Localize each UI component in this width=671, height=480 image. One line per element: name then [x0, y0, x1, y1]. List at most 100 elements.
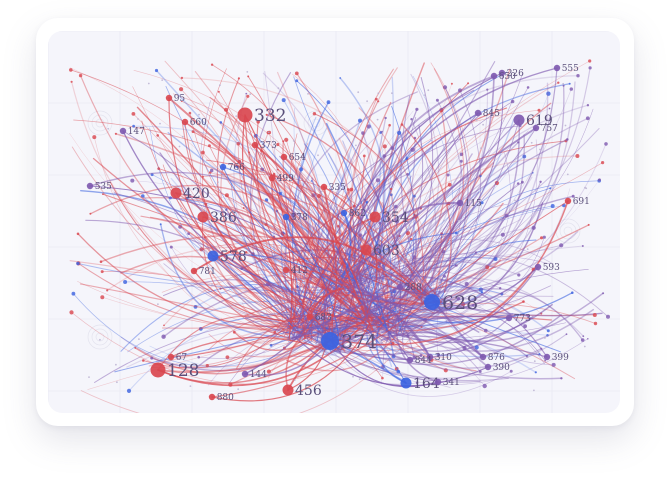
node-dot[interactable] — [543, 353, 551, 361]
node-660[interactable]: 660 — [181, 118, 207, 128]
node-390[interactable]: 390 — [484, 363, 510, 373]
node-603[interactable]: 603 — [360, 243, 400, 259]
node-dot[interactable] — [208, 393, 216, 401]
node-dot[interactable] — [197, 211, 209, 223]
node-67[interactable]: 67 — [167, 353, 188, 363]
node-dot[interactable] — [456, 199, 464, 207]
node-dot[interactable] — [479, 353, 487, 361]
node-dot[interactable] — [219, 163, 227, 171]
node-650[interactable]: 650 — [490, 72, 516, 82]
hub-dot[interactable] — [321, 332, 339, 350]
node-label: 654 — [289, 153, 306, 163]
node-310[interactable]: 310 — [426, 353, 452, 363]
node-164[interactable]: 164 — [400, 376, 440, 392]
node-578[interactable]: 578 — [207, 249, 247, 265]
node-773[interactable]: 773 — [505, 314, 531, 324]
node-label: 386 — [210, 210, 237, 226]
node-535[interactable]: 535 — [86, 182, 112, 192]
node-dot[interactable] — [282, 266, 290, 274]
node-757[interactable]: 757 — [532, 124, 558, 134]
node-781[interactable]: 781 — [190, 267, 216, 277]
node-144[interactable]: 144 — [241, 370, 267, 380]
node-dot[interactable] — [498, 69, 506, 77]
node-dot[interactable] — [534, 263, 542, 271]
node-dot[interactable] — [474, 109, 482, 117]
node-dot[interactable] — [251, 141, 259, 149]
node-399[interactable]: 399 — [543, 353, 569, 363]
node-dot[interactable] — [484, 363, 492, 371]
node-dot[interactable] — [320, 183, 328, 191]
node-876[interactable]: 876 — [479, 353, 505, 363]
node-dot[interactable] — [280, 153, 288, 161]
node-dot[interactable] — [170, 187, 182, 199]
node-label: 373 — [260, 141, 277, 151]
node-412[interactable]: 412 — [282, 266, 308, 276]
edges — [69, 59, 610, 413]
node-dot[interactable] — [400, 377, 412, 389]
hub-dot[interactable] — [424, 294, 440, 310]
node-label: 781 — [199, 267, 216, 277]
node-115[interactable]: 115 — [456, 199, 482, 209]
node-dot[interactable] — [241, 370, 249, 378]
node-880[interactable]: 880 — [208, 393, 234, 403]
node-373[interactable]: 373 — [251, 141, 277, 151]
node-dot[interactable] — [150, 362, 166, 378]
node-dot[interactable] — [553, 64, 561, 72]
node-dot[interactable] — [434, 378, 442, 386]
node-dot[interactable] — [340, 209, 348, 217]
node-dot[interactable] — [360, 244, 372, 256]
node-147[interactable]: 147 — [119, 127, 145, 137]
node-420[interactable]: 420 — [170, 186, 210, 202]
node-341[interactable]: 341 — [434, 378, 460, 388]
node-332[interactable]: 332 — [237, 106, 287, 126]
node-dot[interactable] — [165, 94, 173, 102]
node-dot[interactable] — [282, 213, 290, 221]
node-dot[interactable] — [490, 72, 498, 80]
node-226[interactable]: 226 — [498, 69, 524, 79]
node-dot[interactable] — [181, 118, 189, 126]
node-288[interactable]: 288 — [396, 283, 422, 293]
node-dot[interactable] — [426, 353, 434, 361]
node-dot[interactable] — [396, 283, 404, 291]
node-845[interactable]: 845 — [474, 109, 500, 119]
hub-label: 628 — [442, 292, 478, 314]
node-dot[interactable] — [190, 267, 198, 275]
node-844[interactable]: 844 — [406, 356, 432, 366]
hub-374[interactable]: 374 — [315, 326, 377, 356]
node-766[interactable]: 766 — [219, 163, 245, 173]
node-dot[interactable] — [505, 314, 513, 322]
node-dot[interactable] — [86, 182, 94, 190]
node-dot[interactable] — [207, 250, 219, 262]
node-dot[interactable] — [532, 124, 540, 132]
node-dot[interactable] — [268, 174, 276, 182]
node-683[interactable]: 683 — [306, 313, 332, 323]
node-862[interactable]: 862 — [340, 209, 366, 219]
node-dot[interactable] — [564, 197, 572, 205]
node-dot[interactable] — [406, 356, 414, 364]
node-691[interactable]: 691 — [564, 197, 590, 207]
node-dot[interactable] — [282, 384, 294, 396]
node-378[interactable]: 378 — [282, 213, 308, 223]
node-95[interactable]: 95 — [165, 94, 186, 104]
node-dot[interactable] — [237, 107, 253, 123]
node-593[interactable]: 593 — [534, 263, 560, 273]
node-label: 499 — [277, 174, 294, 184]
node-dot[interactable] — [306, 313, 314, 321]
node-619[interactable]: 619 — [513, 113, 553, 129]
node-label: 535 — [95, 182, 112, 192]
node-dot[interactable] — [167, 353, 175, 361]
node-dot[interactable] — [369, 211, 381, 223]
node-128[interactable]: 128 — [150, 361, 200, 381]
node-354[interactable]: 354 — [369, 210, 409, 226]
node-555[interactable]: 555 — [553, 64, 579, 74]
node-499[interactable]: 499 — [268, 174, 294, 184]
hub-628[interactable]: 628 — [418, 288, 478, 316]
node-label: 144 — [250, 370, 267, 380]
node-dot[interactable] — [513, 114, 525, 126]
node-dot[interactable] — [119, 127, 127, 135]
node-386[interactable]: 386 — [197, 210, 237, 226]
node-456[interactable]: 456 — [282, 383, 322, 399]
node-label: 844 — [415, 356, 432, 366]
node-654[interactable]: 654 — [280, 153, 306, 163]
node-335[interactable]: 335 — [320, 183, 346, 193]
